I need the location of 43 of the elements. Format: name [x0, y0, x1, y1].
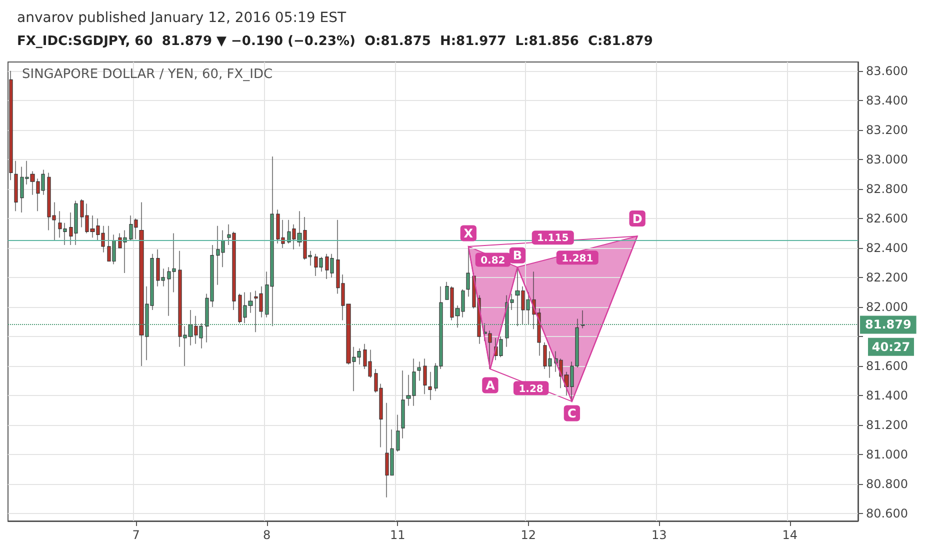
y-tick-label: 83.000	[866, 152, 908, 166]
x-tick-label: 8	[262, 528, 271, 542]
y-tick-label: 80.600	[866, 506, 908, 521]
annotation: 0.82	[480, 255, 506, 266]
y-tick-label: 83.200	[866, 122, 908, 137]
chart-subtitle: FX_IDC:SGDJPY, 60 81.879 ▼ −0.190 (−0.23%) O:81.875 H:81.977 L:81.856 C:81.879	[17, 34, 653, 49]
y-tick-label: 81.600	[866, 359, 908, 374]
annotation: 1.115	[537, 233, 569, 244]
annotation: A	[486, 378, 496, 393]
ref-line-label: 81.879	[865, 318, 912, 332]
annotation: X	[464, 226, 474, 241]
x-tick-label: 14	[782, 528, 798, 542]
candlestick	[466, 246, 470, 297]
annotation: 1.28	[518, 384, 544, 395]
candlestick	[423, 358, 427, 394]
y-tick-label: 83.600	[866, 64, 908, 78]
candlestick	[428, 372, 432, 400]
x-tick-label: 7	[132, 528, 140, 542]
x-tick-label: 11	[390, 528, 406, 542]
y-tick-label: 80.800	[866, 477, 908, 492]
y-tick-label: 82.800	[866, 182, 908, 196]
candlestick	[417, 361, 421, 382]
text: 40:27	[872, 340, 910, 354]
candlestick	[396, 414, 400, 452]
annotation: C	[568, 406, 577, 421]
annotation: 1.281	[562, 253, 594, 264]
candlestick	[401, 370, 405, 439]
annotation: D	[632, 212, 642, 226]
y-tick-label: 81.200	[866, 418, 908, 432]
annotation: SINGAPORE DOLLAR / YEN, 60, FX_IDC	[22, 67, 273, 82]
candlestick	[9, 70, 13, 180]
y-tick-label: 82.200	[866, 270, 908, 284]
x-tick-label: 13	[651, 528, 667, 542]
candlestick	[14, 160, 18, 212]
annotation: B	[512, 248, 522, 263]
y-tick-label: 82.600	[866, 211, 908, 226]
y-tick-label: 82.400	[866, 240, 908, 255]
chart-title: anvarov published January 12, 2016 05:19 EST	[17, 10, 346, 26]
y-tick-label: 81.400	[866, 388, 908, 403]
y-tick-label: 81.000	[866, 448, 908, 462]
y-tick-label: 83.400	[866, 93, 908, 108]
y-tick-label: 82.000	[866, 300, 908, 314]
x-tick-label: 12	[520, 528, 536, 542]
